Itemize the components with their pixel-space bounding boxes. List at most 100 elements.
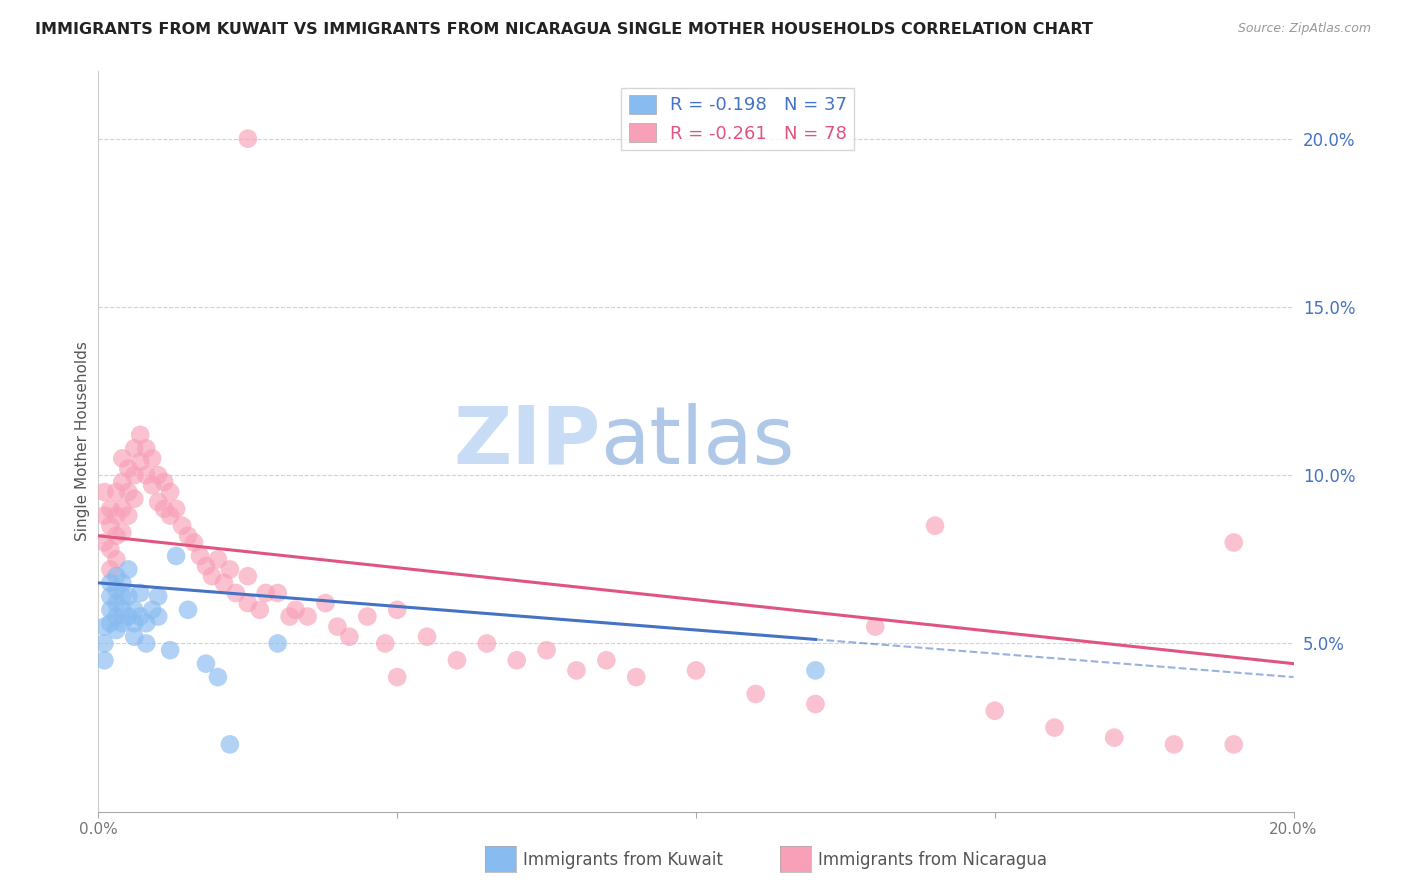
Point [254, 586, 277, 600]
Point [148, 495, 170, 509]
Point [111, 575, 134, 590]
Point [111, 525, 134, 540]
Point [446, 653, 468, 667]
Point [177, 529, 200, 543]
Point [374, 636, 396, 650]
Point [278, 609, 301, 624]
Point [804, 697, 827, 711]
Point [267, 586, 290, 600]
Point [195, 657, 218, 671]
Text: Immigrants from Kuwait: Immigrants from Kuwait [523, 851, 723, 869]
Point [225, 586, 247, 600]
Point [105, 569, 128, 583]
Point [98, 616, 122, 631]
Point [506, 653, 529, 667]
Point [195, 559, 218, 574]
Point [98, 603, 122, 617]
Point [111, 501, 134, 516]
Point [385, 670, 409, 684]
Point [356, 609, 378, 624]
Point [153, 475, 176, 489]
Point [93, 485, 115, 500]
Point [124, 603, 146, 617]
Point [159, 643, 181, 657]
Point [105, 508, 128, 523]
Point [416, 630, 439, 644]
Point [111, 475, 134, 489]
Point [141, 451, 163, 466]
Point [98, 575, 122, 590]
Point [153, 501, 176, 516]
Point [626, 670, 648, 684]
Point [117, 562, 139, 576]
Point [117, 485, 139, 500]
Point [93, 653, 115, 667]
Point [177, 603, 200, 617]
Point [385, 603, 409, 617]
Point [129, 427, 152, 442]
Point [105, 582, 128, 597]
Point [595, 653, 617, 667]
Point [165, 501, 187, 516]
Point [117, 508, 139, 523]
Point [141, 603, 163, 617]
Point [159, 508, 181, 523]
Point [1223, 738, 1246, 752]
Point [117, 609, 139, 624]
Point [536, 643, 558, 657]
Point [339, 630, 361, 644]
Point [111, 616, 134, 631]
Point [93, 535, 115, 549]
Point [267, 636, 290, 650]
Point [117, 590, 139, 604]
Point [315, 596, 337, 610]
Point [105, 529, 128, 543]
Point [1163, 738, 1185, 752]
Point [1104, 731, 1126, 745]
Point [124, 491, 146, 506]
Point [98, 562, 122, 576]
Point [745, 687, 768, 701]
Point [148, 590, 170, 604]
Text: ZIP: ZIP [453, 402, 600, 481]
Point [984, 704, 1007, 718]
Point [1223, 535, 1246, 549]
Point [297, 609, 319, 624]
Point [111, 451, 134, 466]
Point [93, 619, 115, 633]
Point [129, 586, 152, 600]
Point [219, 738, 242, 752]
Point [98, 542, 122, 557]
Point [165, 549, 187, 563]
Point [135, 468, 157, 483]
Point [135, 442, 157, 456]
Point [105, 609, 128, 624]
Point [135, 636, 157, 650]
Point [117, 461, 139, 475]
Point [326, 619, 349, 633]
Point [201, 569, 224, 583]
Point [124, 616, 146, 631]
Point [105, 485, 128, 500]
Point [148, 609, 170, 624]
Point [865, 619, 887, 633]
Point [685, 664, 707, 678]
Point [111, 590, 134, 604]
Point [565, 664, 588, 678]
Point [804, 664, 827, 678]
Point [284, 603, 307, 617]
Point [111, 603, 134, 617]
Point [135, 616, 157, 631]
Point [124, 468, 146, 483]
Point [124, 442, 146, 456]
Point [98, 518, 122, 533]
Point [236, 569, 259, 583]
Point [93, 636, 115, 650]
Legend: R = -0.198   N = 37, R = -0.261   N = 78: R = -0.198 N = 37, R = -0.261 N = 78 [621, 87, 855, 150]
Point [207, 552, 229, 566]
Point [207, 670, 229, 684]
Point [159, 485, 181, 500]
Point [129, 455, 152, 469]
Point [183, 535, 205, 549]
Point [124, 630, 146, 644]
